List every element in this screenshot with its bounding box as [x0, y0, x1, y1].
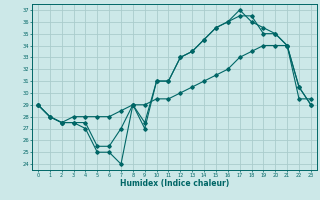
X-axis label: Humidex (Indice chaleur): Humidex (Indice chaleur): [120, 179, 229, 188]
